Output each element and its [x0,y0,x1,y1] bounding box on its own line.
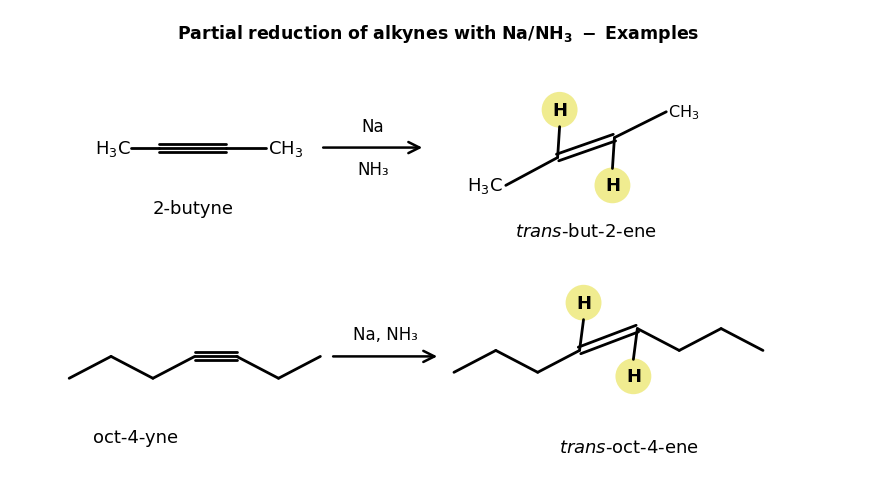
Text: CH$_3$: CH$_3$ [267,138,303,158]
Text: NH₃: NH₃ [357,161,389,179]
Text: CH$_3$: CH$_3$ [668,103,700,122]
Text: Na, NH₃: Na, NH₃ [353,326,418,344]
Text: 2-butyne: 2-butyne [152,200,233,218]
Ellipse shape [566,285,602,321]
Text: H: H [625,368,641,386]
Text: H$_3$C: H$_3$C [467,176,503,196]
Ellipse shape [595,168,631,204]
Text: Na: Na [362,117,384,135]
Text: $\it{trans}$-but-2-ene: $\it{trans}$-but-2-ene [515,223,657,240]
Ellipse shape [541,93,577,128]
Text: oct-4-yne: oct-4-yne [94,428,179,446]
Text: $\it{trans}$-oct-4-ene: $\it{trans}$-oct-4-ene [559,438,698,456]
Text: $\mathbf{Partial\ reduction\ of\ alkynes\ with\ Na/NH_3\ -\ Examples}$: $\mathbf{Partial\ reduction\ of\ alkynes… [177,23,699,45]
Ellipse shape [616,359,652,394]
Text: H$_3$C: H$_3$C [95,138,131,158]
Text: H: H [605,177,620,195]
Text: H: H [576,294,591,312]
Text: H: H [552,102,567,120]
